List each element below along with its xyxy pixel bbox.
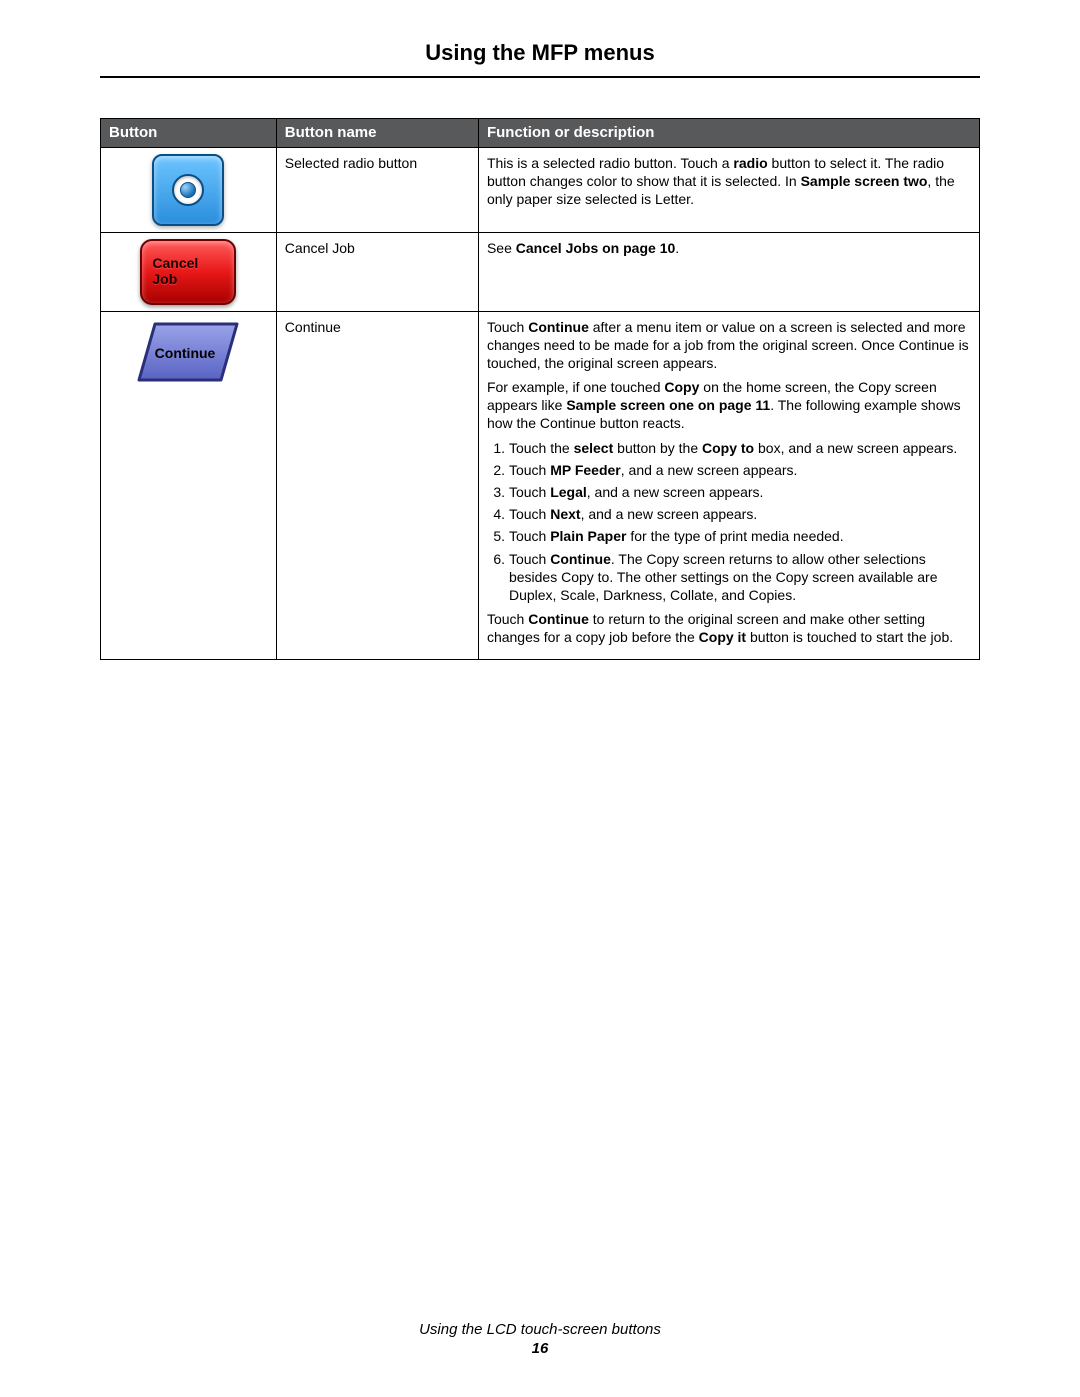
continue-button-icon: Continue <box>133 318 243 386</box>
button-desc-cancel: See Cancel Jobs on page 10. <box>478 232 979 311</box>
table-header-row: Button Button name Function or descripti… <box>101 119 980 148</box>
button-name-continue: Continue <box>276 311 478 659</box>
header-desc: Function or description <box>478 119 979 148</box>
button-name-cancel: Cancel Job <box>276 232 478 311</box>
page-footer: Using the LCD touch-screen buttons 16 <box>0 1321 1080 1357</box>
cancel-desc-text: See Cancel Jobs on page 10. <box>487 239 971 257</box>
header-button: Button <box>101 119 277 148</box>
radio-desc-text: This is a selected radio button. Touch a… <box>487 154 971 209</box>
list-item: Touch Plain Paper for the type of print … <box>509 527 971 545</box>
continue-steps: Touch the select button by the Copy to b… <box>487 439 971 605</box>
radio-ring-icon <box>172 174 204 206</box>
list-item: Touch Next, and a new screen appears. <box>509 505 971 523</box>
header-name: Button name <box>276 119 478 148</box>
list-item: Touch the select button by the Copy to b… <box>509 439 971 457</box>
cancel-job-label: CancelJob <box>152 256 198 287</box>
table-row: Selected radio button This is a selected… <box>101 147 980 232</box>
list-item: Touch Continue. The Copy screen returns … <box>509 550 971 605</box>
button-cell-cancel: CancelJob <box>101 232 277 311</box>
button-name-radio: Selected radio button <box>276 147 478 232</box>
continue-intro: Touch Continue after a menu item or valu… <box>487 318 971 373</box>
continue-example: For example, if one touched Copy on the … <box>487 378 971 433</box>
radio-dot-icon <box>180 182 196 198</box>
continue-label: Continue <box>155 345 216 361</box>
title-rule <box>100 76 980 78</box>
list-item: Touch Legal, and a new screen appears. <box>509 483 971 501</box>
button-cell-radio <box>101 147 277 232</box>
page-number: 16 <box>0 1340 1080 1357</box>
page-title: Using the MFP menus <box>100 40 980 66</box>
button-desc-continue: Touch Continue after a menu item or valu… <box>478 311 979 659</box>
radio-button-icon <box>152 154 224 226</box>
table-row: Continue Continue Touch Continue after a… <box>101 311 980 659</box>
button-table: Button Button name Function or descripti… <box>100 118 980 660</box>
list-item: Touch MP Feeder, and a new screen appear… <box>509 461 971 479</box>
table-row: CancelJob Cancel Job See Cancel Jobs on … <box>101 232 980 311</box>
footer-text: Using the LCD touch-screen buttons <box>0 1321 1080 1338</box>
button-desc-radio: This is a selected radio button. Touch a… <box>478 147 979 232</box>
cancel-job-button-icon: CancelJob <box>140 239 236 305</box>
button-cell-continue: Continue <box>101 311 277 659</box>
continue-outro: Touch Continue to return to the original… <box>487 610 971 646</box>
